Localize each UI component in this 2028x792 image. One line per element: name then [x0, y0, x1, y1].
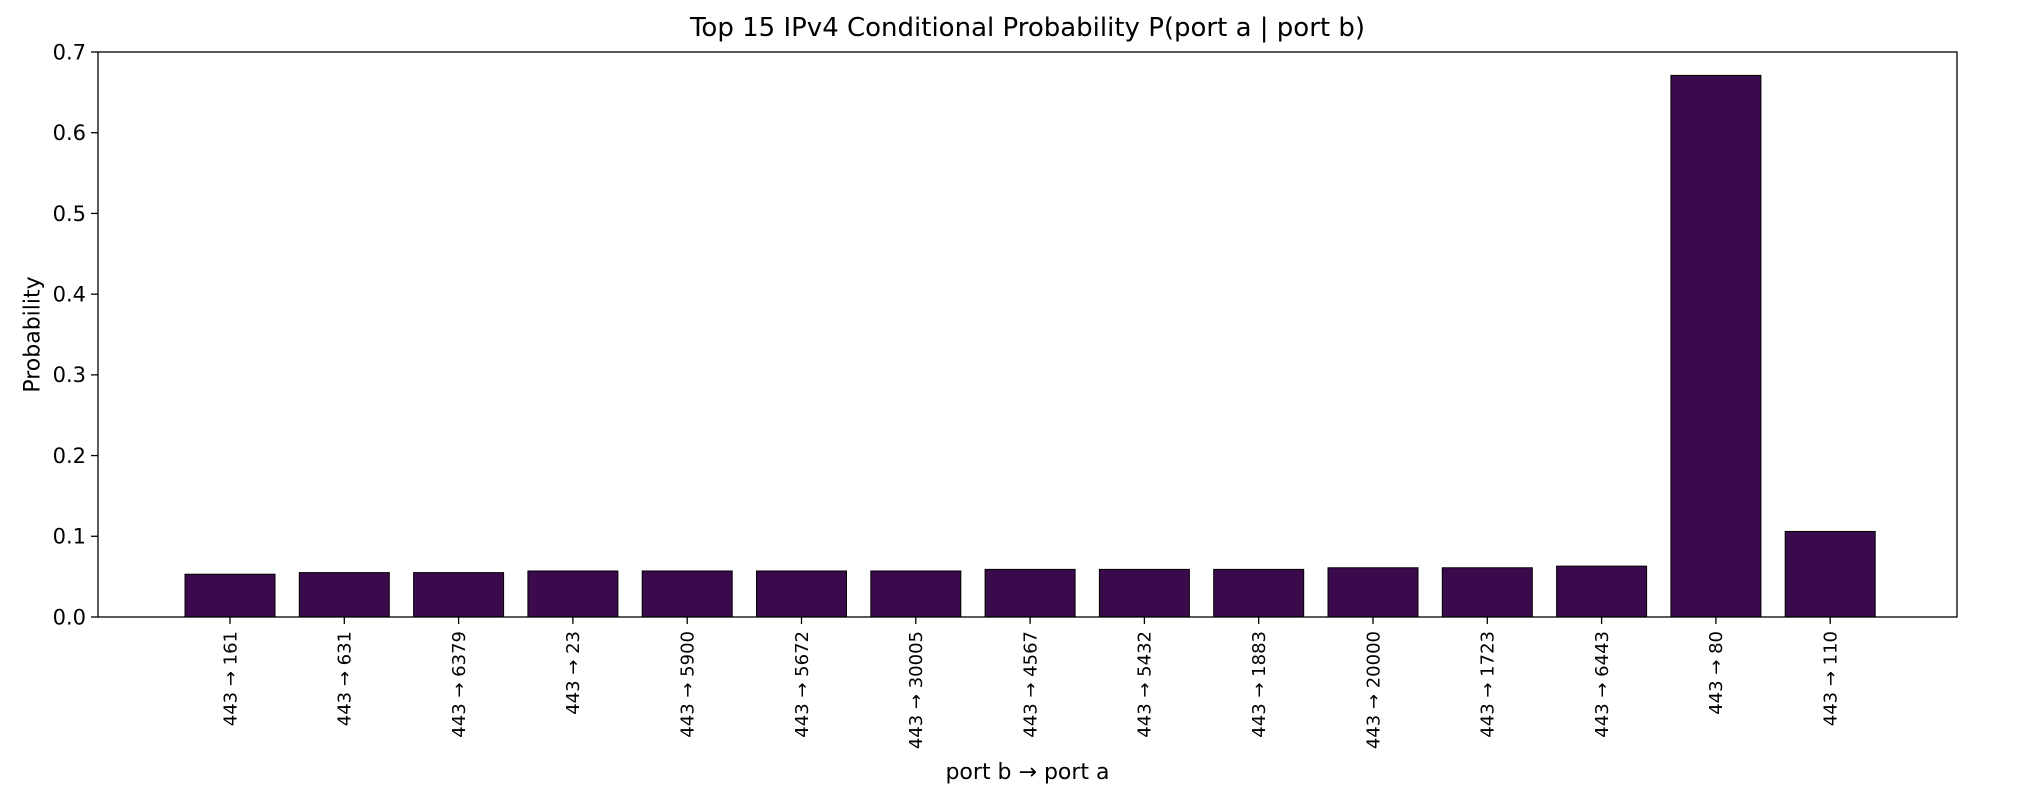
bar-5 [756, 570, 847, 618]
x-axis-label: port b → port a [945, 760, 1109, 785]
x-tick-label-5: 443 → 5672 [792, 631, 813, 738]
x-tick-label-6: 443 → 30005 [906, 631, 927, 749]
x-tick-label-7: 443 → 4567 [1020, 631, 1041, 738]
x-axis: 443 → 161 443 → 631 443 → 6379 443 → 23 443 … [220, 617, 1842, 749]
bar-3 [527, 570, 619, 618]
y-tick-label-5: 0.5 [53, 202, 86, 226]
plot-frame [97, 51, 1958, 618]
y-axis: 0.0 0.1 0.2 0.3 0.4 0.5 0.6 0.7 [53, 40, 98, 629]
bar-9 [1213, 568, 1305, 618]
x-tick-label-9: 443 → 1883 [1249, 631, 1270, 738]
bars-group [184, 74, 1876, 618]
bar-10 [1327, 567, 1419, 618]
y-tick-label-6: 0.6 [53, 121, 86, 145]
bar-11 [1441, 567, 1533, 618]
bar-12 [1556, 565, 1648, 618]
bar-8 [1098, 568, 1190, 618]
x-tick-label-13: 443 → 80 [1706, 631, 1727, 715]
x-tick-label-4: 443 → 5900 [678, 631, 699, 738]
bar-1 [298, 572, 390, 618]
x-tick-label-12: 443 → 6443 [1592, 631, 1613, 738]
x-tick-label-1: 443 → 631 [335, 631, 356, 726]
bar-7 [984, 568, 1076, 618]
x-tick-label-8: 443 → 5432 [1135, 631, 1156, 738]
x-tick-label-10: 443 → 20000 [1363, 631, 1384, 749]
y-axis-label: Probability [21, 276, 46, 392]
bar-6 [870, 570, 962, 618]
y-tick-label-0: 0.0 [53, 605, 86, 629]
bar-2 [413, 572, 505, 618]
x-tick-label-2: 443 → 6379 [449, 631, 470, 738]
x-tick-label-0: 443 → 161 [220, 631, 241, 726]
bar-4 [641, 570, 733, 618]
y-tick-label-4: 0.4 [53, 282, 86, 306]
x-tick-label-11: 443 → 1723 [1478, 631, 1499, 738]
x-tick-label-3: 443 → 23 [563, 631, 584, 715]
chart-title: Top 15 IPv4 Conditional Probability P(po… [689, 13, 1365, 43]
y-tick-label-2: 0.2 [53, 444, 86, 468]
bar-0 [184, 573, 276, 618]
y-tick-label-1: 0.1 [53, 525, 86, 549]
y-tick-label-7: 0.7 [53, 40, 86, 64]
x-tick-label-14: 443 → 110 [1821, 631, 1842, 726]
bar-13 [1670, 74, 1762, 618]
bar-14 [1784, 530, 1876, 618]
y-tick-label-3: 0.3 [53, 363, 86, 387]
